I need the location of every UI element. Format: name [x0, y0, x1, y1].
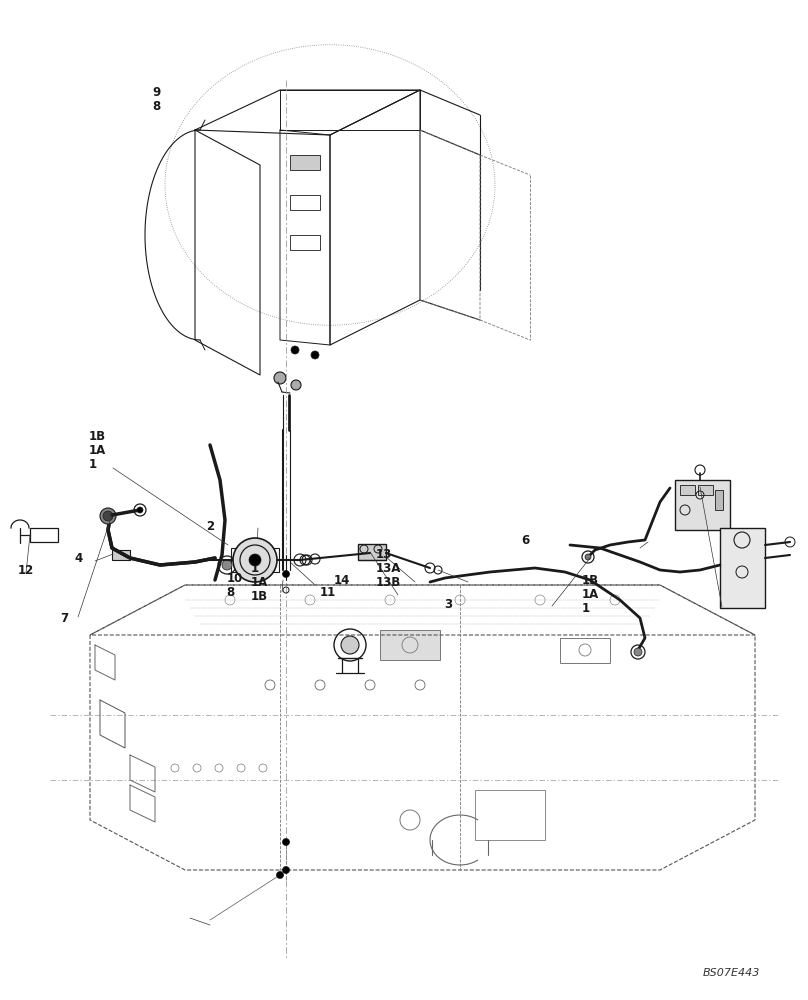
Text: 8: 8: [152, 101, 160, 113]
Text: 6: 6: [521, 534, 529, 546]
Bar: [675, 480, 730, 530]
Text: 1: 1: [582, 601, 590, 614]
Text: 1: 1: [89, 458, 97, 472]
Circle shape: [103, 511, 113, 521]
Bar: [290, 235, 320, 250]
Text: 10: 10: [226, 572, 242, 584]
Bar: [290, 155, 320, 170]
Bar: [560, 638, 610, 663]
Text: 8: 8: [226, 585, 234, 598]
Text: 1B: 1B: [582, 574, 599, 586]
Text: 1: 1: [250, 562, 259, 576]
Text: 13B: 13B: [376, 576, 401, 588]
Circle shape: [233, 538, 277, 582]
Circle shape: [137, 507, 143, 513]
Bar: [380, 630, 440, 660]
Circle shape: [634, 648, 642, 656]
Text: 1A: 1A: [582, 587, 599, 600]
Bar: [475, 790, 545, 840]
Text: 1A: 1A: [250, 576, 267, 589]
Circle shape: [585, 554, 591, 560]
Bar: [30, 528, 58, 542]
Text: 11: 11: [320, 586, 336, 599]
Bar: [290, 195, 320, 210]
Circle shape: [283, 570, 289, 578]
Circle shape: [276, 871, 284, 879]
Text: 1A: 1A: [89, 444, 106, 458]
Bar: [715, 490, 723, 510]
Circle shape: [283, 866, 289, 874]
Text: 2: 2: [206, 520, 214, 532]
Circle shape: [100, 508, 116, 524]
Text: 4: 4: [74, 552, 82, 564]
Bar: [112, 550, 130, 560]
Bar: [698, 485, 713, 495]
Circle shape: [291, 346, 299, 354]
Circle shape: [283, 838, 289, 846]
Bar: [720, 528, 765, 608]
Text: 13A: 13A: [376, 562, 401, 574]
Text: 1B: 1B: [250, 590, 267, 603]
Text: BS07E443: BS07E443: [703, 968, 760, 978]
Circle shape: [311, 351, 319, 359]
Circle shape: [249, 554, 261, 566]
Text: 9: 9: [152, 87, 160, 100]
Text: 13: 13: [376, 548, 392, 560]
Circle shape: [222, 560, 232, 570]
Circle shape: [341, 636, 359, 654]
Bar: [358, 544, 386, 560]
Text: 14: 14: [334, 574, 350, 586]
Text: 1B: 1B: [89, 430, 106, 444]
Circle shape: [291, 380, 301, 390]
Text: 7: 7: [61, 611, 69, 624]
Text: 3: 3: [444, 597, 452, 610]
Bar: [680, 485, 695, 495]
Bar: [231, 548, 279, 572]
Circle shape: [274, 372, 286, 384]
Text: 12: 12: [18, 564, 34, 576]
